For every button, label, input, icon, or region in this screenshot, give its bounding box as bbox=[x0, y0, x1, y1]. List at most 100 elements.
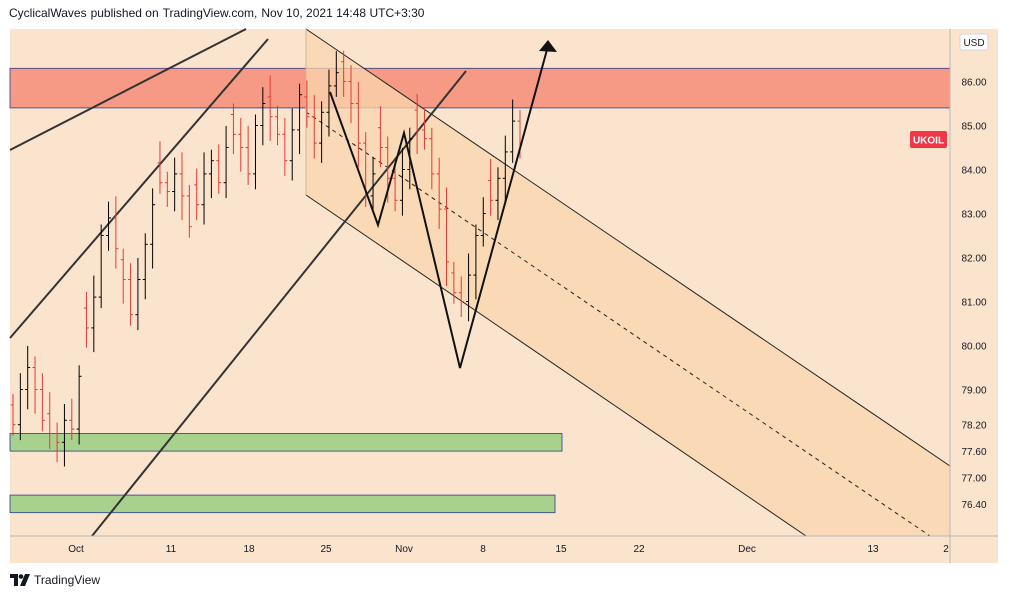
channel-midline bbox=[305, 111, 931, 537]
y-tick-label: 77.60 bbox=[961, 447, 986, 458]
candle bbox=[311, 95, 317, 159]
resistance-zone bbox=[9, 67, 951, 109]
currency-label: USD bbox=[963, 38, 984, 49]
y-tick-label: 79.00 bbox=[961, 386, 986, 397]
trend-line bbox=[91, 70, 467, 537]
candle bbox=[480, 197, 486, 247]
candle bbox=[414, 93, 420, 155]
y-tick-label: 77.00 bbox=[961, 474, 986, 485]
publish-datetime: Nov 10, 2021 14:48 UTC+3:30 bbox=[261, 6, 425, 20]
candle bbox=[355, 81, 361, 168]
footer-brand-text: TradingView bbox=[34, 573, 101, 587]
tradingview-logo-icon bbox=[10, 574, 30, 586]
x-tick-label: 22 bbox=[633, 544, 645, 555]
candle bbox=[399, 147, 405, 216]
candle bbox=[135, 257, 141, 331]
candle bbox=[98, 224, 104, 309]
candle bbox=[157, 141, 163, 194]
symbol-price-label: UKOIL bbox=[910, 131, 947, 148]
candle bbox=[370, 157, 376, 212]
candle bbox=[444, 187, 450, 287]
candle bbox=[429, 127, 435, 190]
candle bbox=[142, 233, 148, 300]
candle bbox=[113, 196, 119, 269]
candle bbox=[223, 125, 229, 199]
candle bbox=[83, 291, 89, 348]
candle bbox=[502, 135, 508, 203]
candle bbox=[473, 224, 479, 300]
candle bbox=[488, 158, 494, 216]
candle bbox=[25, 345, 31, 410]
candle bbox=[230, 103, 236, 155]
candle bbox=[106, 201, 112, 251]
footer-branding[interactable]: TradingView bbox=[10, 572, 100, 588]
support-zone bbox=[9, 433, 563, 452]
candle bbox=[201, 152, 207, 225]
candle bbox=[377, 106, 383, 168]
candle bbox=[76, 365, 82, 445]
candle bbox=[164, 171, 170, 207]
currency-badge[interactable]: USD bbox=[959, 33, 989, 51]
projected-path bbox=[329, 45, 549, 369]
candle bbox=[421, 108, 427, 150]
channel-lower-line bbox=[305, 194, 807, 537]
author-name[interactable]: CyclicalWaves bbox=[9, 6, 87, 20]
candle bbox=[289, 108, 295, 181]
y-tick-label: 84.00 bbox=[961, 166, 986, 177]
candle bbox=[326, 69, 332, 137]
candle bbox=[260, 87, 266, 146]
candle bbox=[61, 404, 67, 467]
candle bbox=[458, 276, 464, 317]
x-tick-label: Dec bbox=[738, 544, 756, 555]
x-tick-label: 18 bbox=[243, 544, 255, 555]
price-axis bbox=[950, 29, 998, 536]
candle bbox=[333, 51, 339, 97]
candle bbox=[297, 83, 303, 155]
y-tick-label: 81.00 bbox=[961, 298, 986, 309]
time-axis bbox=[10, 536, 998, 563]
candle bbox=[179, 152, 185, 221]
channel-fill bbox=[306, 29, 950, 536]
candle bbox=[91, 275, 97, 353]
y-tick-label: 86.00 bbox=[961, 78, 986, 89]
candle bbox=[186, 184, 192, 238]
y-tick-label: 78.20 bbox=[961, 421, 986, 432]
candle bbox=[304, 80, 310, 128]
y-tick-label: 80.00 bbox=[961, 342, 986, 353]
x-tick-label: 25 bbox=[320, 544, 332, 555]
candle bbox=[451, 261, 457, 304]
trend-line bbox=[9, 28, 247, 151]
x-tick-label: Oct bbox=[68, 544, 84, 555]
x-tick-label: 15 bbox=[555, 544, 567, 555]
candle bbox=[341, 50, 347, 97]
candle bbox=[319, 101, 325, 163]
candle bbox=[194, 168, 200, 221]
candle bbox=[466, 253, 472, 322]
candle bbox=[436, 157, 442, 229]
candle bbox=[47, 392, 53, 449]
y-tick-label: 82.00 bbox=[961, 254, 986, 265]
trend-line bbox=[9, 38, 269, 339]
candle bbox=[150, 188, 156, 269]
x-tick-label: Nov bbox=[395, 544, 413, 555]
site-name[interactable]: TradingView.com, bbox=[162, 6, 258, 20]
candle bbox=[17, 373, 23, 441]
candle bbox=[275, 105, 281, 146]
candle bbox=[252, 114, 258, 190]
candle bbox=[282, 118, 288, 177]
candle bbox=[39, 373, 45, 432]
candle bbox=[267, 75, 273, 141]
candle bbox=[32, 356, 38, 414]
published-text: published on bbox=[90, 6, 159, 20]
candle bbox=[208, 149, 214, 199]
y-tick-label: 76.40 bbox=[961, 500, 986, 511]
x-tick-label: 8 bbox=[480, 544, 486, 555]
support-zone bbox=[9, 494, 556, 514]
x-tick-label: 11 bbox=[166, 544, 177, 555]
candle bbox=[69, 398, 75, 441]
candle bbox=[10, 393, 16, 436]
channel-upper-line bbox=[305, 28, 951, 467]
candle bbox=[495, 167, 501, 221]
candle bbox=[510, 99, 516, 163]
